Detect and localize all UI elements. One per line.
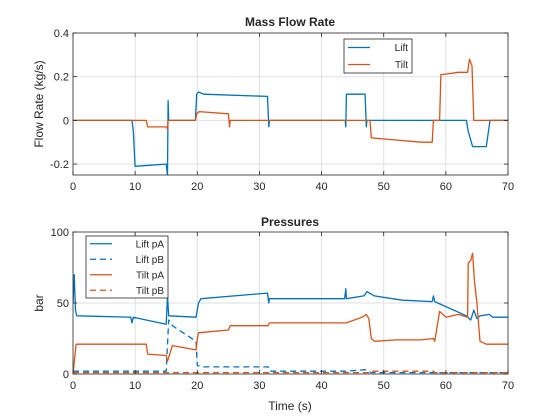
- pressures-ytick-label-50: 50: [57, 298, 69, 310]
- pressures-legend-label-lift-pb: Lift pB: [136, 255, 165, 266]
- pressures-ytick-label-100: 100: [51, 227, 69, 239]
- mass-flow-rate-title: Mass Flow Rate: [245, 15, 335, 29]
- pressures-xlabel: Time (s): [268, 399, 312, 413]
- mass-flow-rate-ytick-label-0-2: 0.2: [54, 72, 69, 84]
- mass-flow-rate-xtick-label-50: 50: [378, 181, 390, 193]
- pressures-xtick-label-10: 10: [129, 380, 141, 392]
- pressures-xtick-label-20: 20: [191, 380, 203, 392]
- pressures-legend: Lift pA Lift pB Tilt pA Tilt pB: [86, 236, 168, 298]
- pressures-legend-label-tilt-pa: Tilt pA: [136, 270, 164, 281]
- mass-flow-rate-legend-label-tilt: Tilt: [395, 60, 408, 71]
- mass-flow-rate-ytick-label-0-4: 0.4: [54, 28, 69, 40]
- mass-flow-rate-xtick-label-70: 70: [502, 181, 514, 193]
- pressures-legend-label-tilt-pb: Tilt pB: [136, 286, 164, 297]
- mass-flow-rate-ytick-label-0-2: -0.2: [50, 159, 69, 171]
- mass-flow-rate-xtick-label-30: 30: [253, 181, 265, 193]
- pressures-xtick-label-40: 40: [315, 380, 327, 392]
- pressures-ylabel: bar: [32, 294, 46, 311]
- mass-flow-rate-legend: Lift Tilt: [344, 39, 412, 73]
- mass-flow-rate-xtick-label-20: 20: [191, 181, 203, 193]
- pressures-xtick-label-70: 70: [502, 380, 514, 392]
- pressures-legend-label-lift-pa: Lift pA: [136, 239, 165, 250]
- mass-flow-rate-xtick-label-60: 60: [440, 181, 452, 193]
- pressures-xtick-label-30: 30: [253, 380, 265, 392]
- pressures-ytick-label-0: 0: [63, 369, 69, 381]
- pressures-xtick-label-60: 60: [440, 380, 452, 392]
- pressures-xtick-label-0: 0: [70, 380, 76, 392]
- mass-flow-rate-xtick-label-10: 10: [129, 181, 141, 193]
- mass-flow-rate-xtick-label-0: 0: [70, 181, 76, 193]
- pressures-xtick-label-50: 50: [378, 380, 390, 392]
- mass-flow-rate-ylabel: Flow Rate (kg/s): [32, 60, 46, 147]
- mass-flow-rate-xtick-label-40: 40: [315, 181, 327, 193]
- pressures-title: Pressures: [261, 215, 319, 229]
- mass-flow-rate-legend-label-lift: Lift: [395, 43, 409, 54]
- mass-flow-rate-ytick-label-0: 0: [63, 115, 69, 127]
